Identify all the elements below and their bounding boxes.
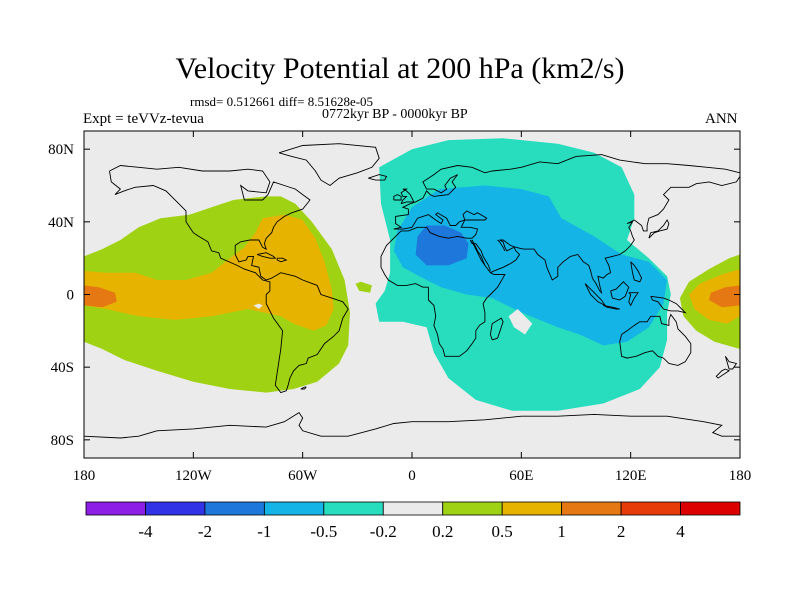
colorbar-label-5: 0.2 [432, 522, 453, 541]
colorbar-label-8: 2 [617, 522, 626, 541]
coastline-14 [603, 304, 620, 310]
contour-region-9 [355, 281, 372, 293]
y-tick-label-4: 80S [51, 433, 74, 449]
x-tick-label-2: 60W [288, 468, 318, 484]
period-label: 0772kyr BP - 0000kyr BP [322, 107, 468, 122]
colorbar-swatch-5 [382, 501, 444, 516]
colorbar-label-7: 1 [557, 522, 566, 541]
colorbar-label-2: -1 [257, 522, 271, 541]
coastline-0 [109, 165, 349, 394]
y-tick-label-1: 40N [48, 215, 74, 231]
y-tick-label-2: 0 [67, 288, 75, 304]
colorbar-swatch-4 [323, 501, 384, 516]
colorbar-swatch-0 [85, 501, 146, 516]
colorbar-swatch-7 [501, 501, 563, 516]
colorbar-swatch-1 [145, 501, 206, 516]
coastline-20 [400, 188, 415, 205]
coastline-1 [278, 143, 380, 187]
experiment-label: Expt = teVVz-tevua [83, 111, 204, 127]
coastline-25 [300, 386, 307, 390]
coastline-17 [650, 295, 687, 314]
coastline-23 [256, 252, 277, 259]
coastline-8 [497, 239, 506, 252]
x-tick-label-6: 180 [729, 468, 752, 484]
coastline-5 [490, 176, 740, 295]
colorbar-label-0: -4 [138, 522, 153, 541]
chart-title: Velocity Potential at 200 hPa (km2/s) [175, 52, 625, 85]
x-tick-label-4: 60E [509, 468, 533, 484]
colorbar-label-6: 0.5 [492, 522, 513, 541]
colorbar-label-1: -2 [198, 522, 212, 541]
contour-region-2 [84, 285, 117, 308]
colorbar-swatch-3 [263, 501, 325, 516]
contour-region-10 [253, 303, 263, 309]
colorbar-swatch-2 [204, 501, 265, 516]
colorbar-label-4: -0.2 [370, 522, 397, 541]
x-tick-label-3: 0 [408, 468, 416, 484]
y-tick-label-3: 40S [51, 360, 74, 376]
coastline-22 [368, 174, 388, 181]
colorbar: -4 -2 -1 -0.5 -0.2 0.2 0.5 1 2 4 [85, 501, 741, 541]
colorbar-label-9: 4 [676, 522, 685, 541]
colorbar-swatch-9 [620, 501, 681, 516]
x-tick-label-0: 180 [73, 468, 96, 484]
coastline-18 [630, 261, 643, 283]
coastline-4 [380, 230, 506, 357]
season-label: ANN [705, 111, 738, 127]
contour-region-8 [415, 225, 469, 266]
coastline-9 [619, 313, 692, 366]
coastline-16 [628, 292, 639, 307]
rmsd-diff-label: rmsd= 0.512661 diff= 8.51628e-05 [190, 94, 374, 109]
coastline-24 [276, 257, 288, 263]
coastline-26 [84, 411, 740, 439]
x-tick-label-5: 120E [615, 468, 647, 484]
colorbar-swatch-6 [442, 501, 503, 516]
contour-region-1 [84, 214, 334, 331]
coastline-19 [648, 219, 670, 239]
coastline-10 [724, 356, 738, 370]
coastline-3 [393, 210, 488, 239]
contour-region-11 [508, 309, 533, 335]
coastline-15 [610, 281, 630, 301]
coastline-7 [469, 239, 491, 272]
contour-region-5 [709, 285, 740, 308]
y-tick-label-0: 80N [48, 142, 74, 158]
coastline-21 [393, 194, 402, 201]
colorbar-swatch-10 [680, 501, 741, 516]
coastline-12 [489, 317, 504, 341]
coastline-6 [471, 239, 486, 266]
coastline-2 [393, 154, 740, 230]
x-tick-label-1: 120W [175, 468, 213, 484]
colorbar-label-3: -0.5 [310, 522, 337, 541]
colorbar-swatch-8 [561, 501, 622, 516]
coastline-11 [715, 368, 731, 379]
